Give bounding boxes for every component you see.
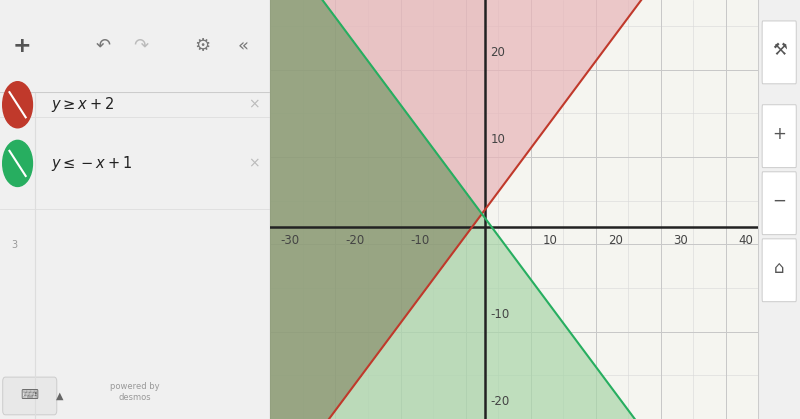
Text: -20: -20 <box>346 234 365 247</box>
Bar <box>485 0 758 419</box>
Text: $y \leq -x + 1$: $y \leq -x + 1$ <box>51 154 133 173</box>
Text: 20: 20 <box>608 234 622 247</box>
Text: −: − <box>772 192 786 210</box>
FancyBboxPatch shape <box>762 172 796 235</box>
FancyBboxPatch shape <box>762 21 796 84</box>
Text: powered by
desmos: powered by desmos <box>110 382 160 402</box>
Text: ⌨: ⌨ <box>21 389 38 403</box>
Text: ⚒: ⚒ <box>772 41 786 59</box>
Text: +: + <box>772 125 786 143</box>
Text: -10: -10 <box>410 234 430 247</box>
Text: 10: 10 <box>542 234 558 247</box>
Text: 30: 30 <box>673 234 688 247</box>
Text: ▲: ▲ <box>56 391 63 401</box>
Text: -20: -20 <box>490 395 510 408</box>
FancyBboxPatch shape <box>2 377 57 415</box>
Text: ⌂: ⌂ <box>774 259 785 277</box>
Text: ×: × <box>248 156 260 171</box>
Text: ↷: ↷ <box>133 37 148 55</box>
Circle shape <box>2 82 33 128</box>
Text: 40: 40 <box>738 234 753 247</box>
Bar <box>0 0 270 92</box>
Text: ↶: ↶ <box>95 37 110 55</box>
Text: 1: 1 <box>11 100 17 110</box>
FancyBboxPatch shape <box>762 105 796 168</box>
Text: ⚙: ⚙ <box>194 37 211 55</box>
Text: ×: × <box>248 98 260 112</box>
Text: 10: 10 <box>490 133 506 146</box>
Text: -10: -10 <box>490 308 510 321</box>
Text: $y \geq x + 2$: $y \geq x + 2$ <box>51 95 115 114</box>
FancyBboxPatch shape <box>762 239 796 302</box>
Text: 2: 2 <box>11 158 17 168</box>
Circle shape <box>2 140 33 186</box>
Text: +: + <box>12 36 31 56</box>
Text: 20: 20 <box>490 46 506 59</box>
Text: 3: 3 <box>11 240 17 250</box>
Text: «: « <box>238 37 249 55</box>
Text: -30: -30 <box>280 234 299 247</box>
